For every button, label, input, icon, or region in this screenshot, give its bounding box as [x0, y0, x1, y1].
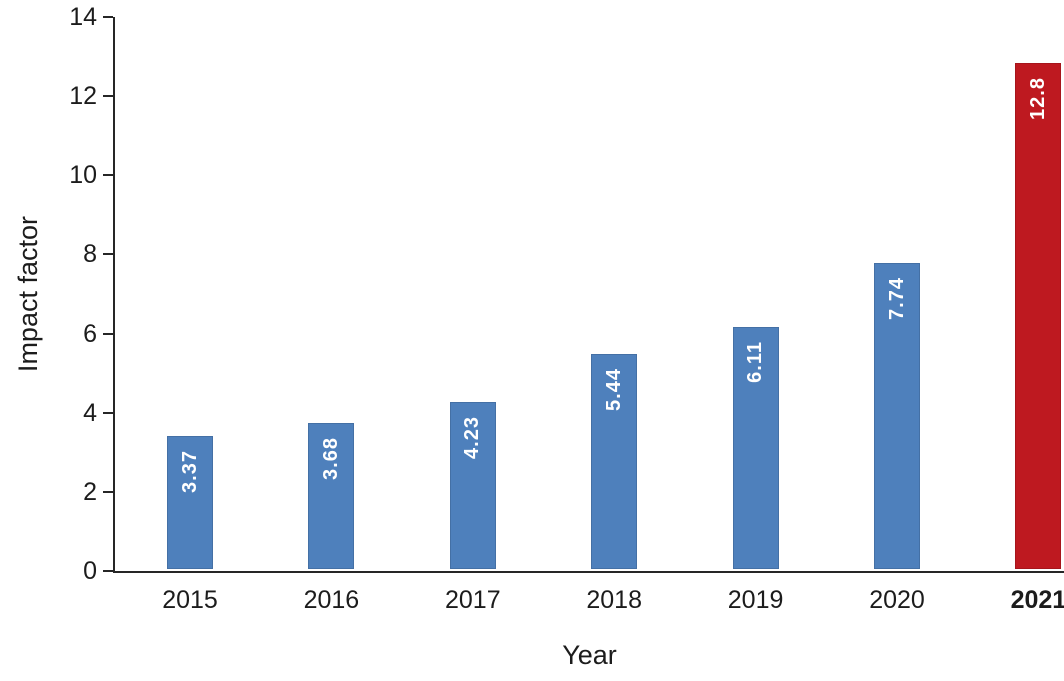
- plot-area: 0 2 4 6 8 10 12 14 3.37 2015 3.68 2016 4.23 2017 5.44 2…: [69, 4, 1064, 614]
- y-tick-mark-2: [103, 490, 113, 493]
- x-axis-title: Year: [562, 640, 617, 670]
- y-tick-label-4: 4: [83, 398, 97, 427]
- bar-value-label-2019: 6.11: [734, 341, 778, 383]
- y-tick-mark-12: [103, 95, 113, 98]
- x-axis-line: [113, 571, 1064, 573]
- bar-value-label-2020: 7.74: [875, 277, 919, 320]
- x-tick-label-2017: 2017: [444, 586, 501, 614]
- bar-value-text: 5.44: [602, 367, 625, 411]
- bar-2017: 4.23: [449, 401, 496, 569]
- y-tick-label-0: 0: [83, 557, 97, 585]
- y-axis-line: [113, 17, 115, 573]
- y-tick-mark-10: [103, 174, 113, 177]
- y-tick-label-14: 14: [69, 3, 97, 31]
- y-tick-label-6: 6: [83, 319, 97, 348]
- x-tick-label-2020: 2020: [869, 586, 925, 614]
- bar-2016: 3.68: [308, 423, 355, 569]
- y-tick-mark-6: [103, 332, 113, 335]
- bar-2019: 6.11: [732, 327, 779, 569]
- bar-value-text: 7.74: [885, 276, 908, 320]
- bar-value-label-2015: 3.37: [168, 450, 212, 493]
- bar-value-label-2016: 3.68: [309, 437, 353, 480]
- x-tick-label-2016: 2016: [303, 586, 360, 614]
- y-axis-title-text: Impact factor: [12, 215, 43, 373]
- bar-2015: 3.37: [167, 435, 213, 569]
- bar-value-text: 6.11: [744, 341, 767, 384]
- y-tick-mark-4: [103, 411, 113, 414]
- bar-value-label-2018: 5.44: [592, 368, 636, 411]
- y-tick-mark-14: [103, 16, 113, 18]
- bar-value-text: 3.37: [178, 449, 201, 493]
- y-tick-label-10: 10: [69, 161, 97, 190]
- y-tick-mark-0: [103, 570, 113, 572]
- bar-value-label-2021: 12.8: [1016, 77, 1060, 120]
- bar-value-text: 12.8: [1026, 76, 1049, 120]
- bar-2020: 7.74: [874, 262, 920, 569]
- y-tick-mark-8: [103, 253, 113, 256]
- x-tick-label-2015: 2015: [162, 586, 218, 614]
- y-tick-label-12: 12: [69, 82, 97, 111]
- y-tick-label-2: 2: [83, 477, 97, 506]
- bar-value-text: 3.68: [319, 437, 342, 481]
- bar-2021: 12.8: [1015, 62, 1062, 569]
- y-tick-label-8: 8: [83, 240, 97, 269]
- x-tick-label-2018: 2018: [586, 586, 642, 614]
- bar-value-text: 4.23: [461, 415, 484, 459]
- x-tick-label-2021: 2021: [1010, 586, 1064, 614]
- bar-2018: 5.44: [591, 353, 638, 569]
- x-tick-label-2019: 2019: [727, 586, 784, 614]
- bar-value-label-2017: 4.23: [451, 416, 495, 459]
